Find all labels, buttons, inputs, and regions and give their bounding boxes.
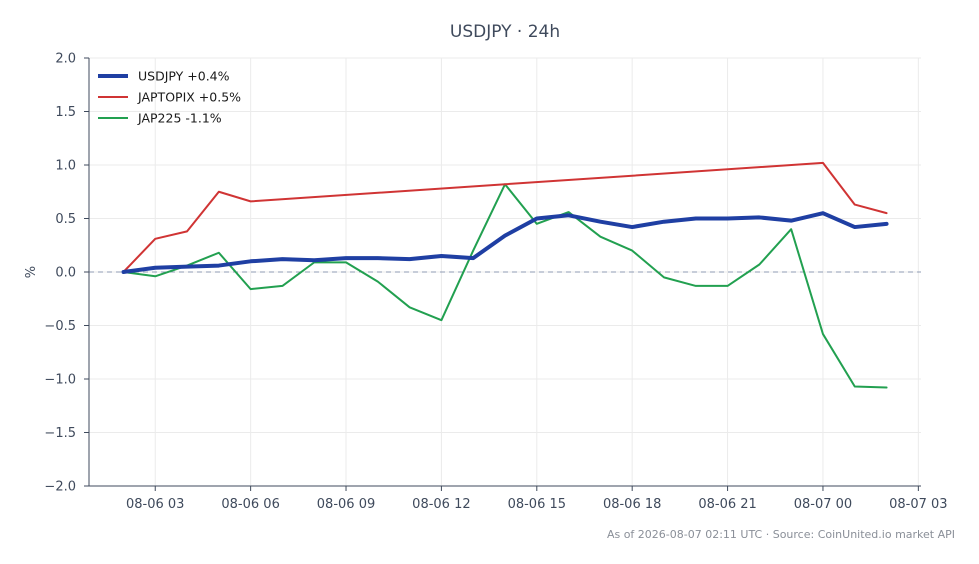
legend-item: JAPTOPIX +0.5% xyxy=(98,90,241,105)
x-tick-label: 08-06 06 xyxy=(221,497,279,512)
x-tick-label: 08-07 00 xyxy=(794,497,852,512)
x-tick-label: 08-06 12 xyxy=(412,497,470,512)
y-tick-label: −0.5 xyxy=(44,319,76,334)
axes: −2.0 −1.5 −1.0 −0.5 0.0 0.5 1.0 1.5 2.0 08-06 03 0… xyxy=(44,52,947,513)
series-line-japtopix xyxy=(122,161,888,273)
legend-label: JAPTOPIX +0.5% xyxy=(137,90,241,105)
y-tick-label: 0.0 xyxy=(55,266,76,281)
x-tick-label: 08-06 21 xyxy=(698,497,756,512)
x-tick-label: 08-06 09 xyxy=(317,497,375,512)
chart-title: USDJPY · 24h xyxy=(450,22,560,42)
series-lines xyxy=(121,161,889,389)
legend: USDJPY +0.4% JAPTOPIX +0.5% JAP225 -1.1% xyxy=(98,69,241,126)
y-tick-label: −1.5 xyxy=(44,426,76,441)
x-tick-label: 08-06 15 xyxy=(508,497,566,512)
footer-note: As of 2026-08-07 02:11 UTC · Source: Coi… xyxy=(607,528,955,541)
y-tick-label: 1.5 xyxy=(55,105,76,120)
x-tick-label: 08-06 03 xyxy=(126,497,184,512)
y-tick-label: 1.0 xyxy=(55,159,76,174)
y-axis-label: % xyxy=(24,266,39,278)
series-line-jap225 xyxy=(122,183,888,389)
legend-label: JAP225 -1.1% xyxy=(137,111,222,126)
x-tick-label: 08-06 18 xyxy=(603,497,661,512)
legend-item: USDJPY +0.4% xyxy=(98,69,230,84)
series-line-usdjpy xyxy=(121,211,889,274)
y-tick-label: −1.0 xyxy=(44,373,76,388)
y-tick-label: 2.0 xyxy=(55,52,76,67)
legend-item: JAP225 -1.1% xyxy=(98,111,222,126)
y-tick-label: −2.0 xyxy=(44,480,76,495)
legend-label: USDJPY +0.4% xyxy=(138,69,230,84)
y-tick-label: 0.5 xyxy=(55,212,76,227)
x-tick-label: 08-07 03 xyxy=(889,497,947,512)
